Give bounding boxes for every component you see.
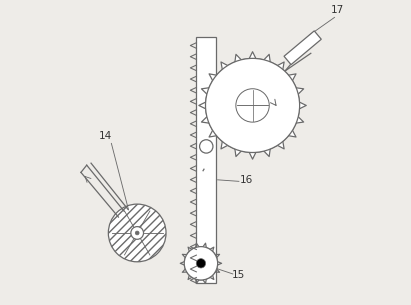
Text: 15: 15 <box>232 271 245 281</box>
Circle shape <box>206 58 300 152</box>
Circle shape <box>109 204 166 262</box>
Polygon shape <box>284 31 321 65</box>
Text: 14: 14 <box>99 131 112 141</box>
Circle shape <box>196 259 206 268</box>
Polygon shape <box>199 52 306 159</box>
Circle shape <box>236 89 269 122</box>
Circle shape <box>184 247 218 280</box>
Text: 16: 16 <box>240 175 253 185</box>
Polygon shape <box>180 243 222 283</box>
Bar <box>196 37 216 283</box>
Text: 17: 17 <box>331 5 344 15</box>
Circle shape <box>131 227 143 239</box>
Circle shape <box>135 231 139 235</box>
